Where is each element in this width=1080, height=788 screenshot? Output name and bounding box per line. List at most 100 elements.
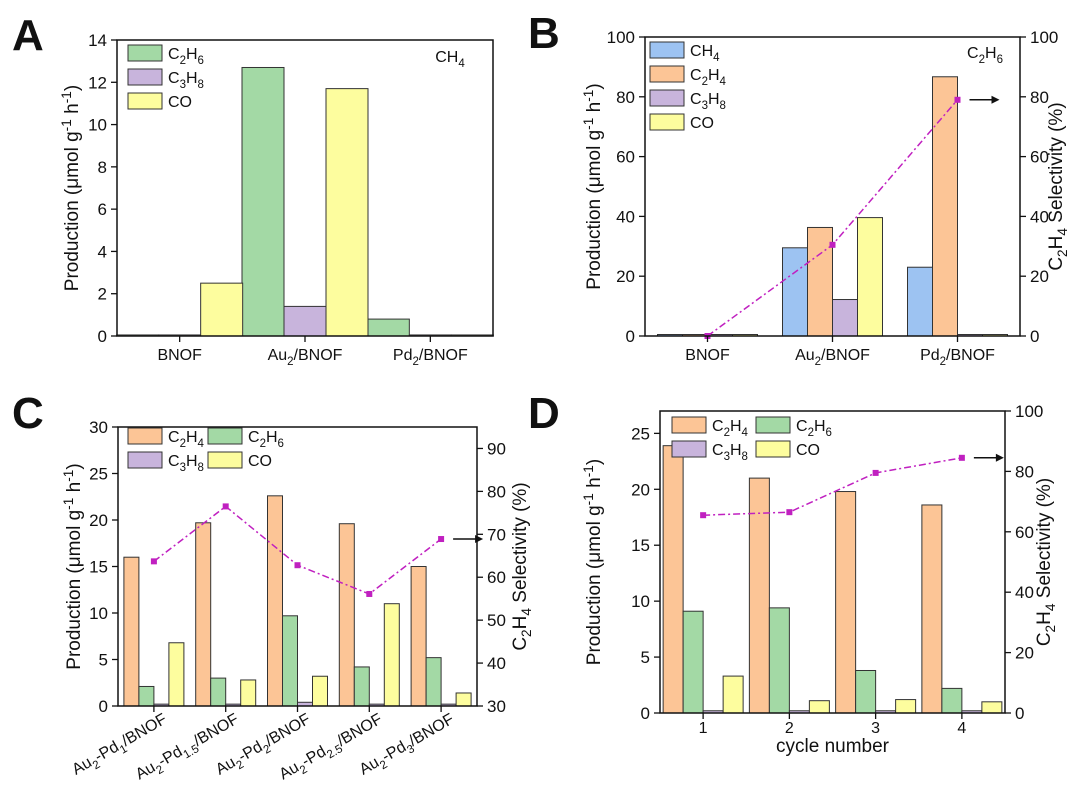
y2-tick-label: 0 bbox=[1030, 327, 1039, 346]
y-tick-label: 100 bbox=[607, 28, 635, 47]
bar-c2h4-0 bbox=[123, 556, 140, 707]
y-tick-label: 60 bbox=[616, 148, 635, 167]
x-category-label: Au2/BNOF bbox=[795, 347, 870, 368]
bar-c2h4-2 bbox=[267, 495, 283, 707]
y-tick-label: 0 bbox=[641, 704, 650, 723]
panel-a: A 0 2 4 6 8 10 12 14 Production (μmol g-1 h-1) BNO… bbox=[12, 11, 494, 368]
legend-label: C3H8​ bbox=[712, 442, 748, 463]
y-axis-title: Production (μmol g-1 h-1) bbox=[59, 85, 83, 291]
x-category-label: BNOF bbox=[157, 347, 202, 364]
y-tick-label: 25 bbox=[631, 424, 650, 443]
y-tick-label: 0 bbox=[626, 327, 635, 346]
panel-letter: A bbox=[12, 11, 44, 60]
y-tick-label: 20 bbox=[89, 511, 108, 530]
legend-label: CO bbox=[690, 115, 714, 132]
y2-tick-label: 80 bbox=[1015, 462, 1034, 481]
bar-co-1 bbox=[808, 700, 830, 714]
bar-co-1 bbox=[240, 679, 257, 707]
y-tick-label: 20 bbox=[631, 480, 650, 499]
bar-c2h6-1 bbox=[768, 607, 790, 714]
bar-c2h4-3 bbox=[338, 523, 355, 707]
legend-swatch-c2h6 bbox=[127, 44, 163, 62]
panel-letter: D bbox=[528, 389, 560, 438]
x-axis-title: cycle number bbox=[776, 736, 890, 757]
y-tick-label: 10 bbox=[631, 592, 650, 611]
y2-tick-label: 40 bbox=[487, 654, 506, 673]
x-category-label: 4 bbox=[957, 720, 966, 737]
y2-tick-label: 70 bbox=[487, 525, 506, 544]
y-tick-label: 0 bbox=[98, 327, 107, 346]
bar-co-4 bbox=[455, 692, 472, 707]
legend-swatch-c3h8 bbox=[127, 68, 163, 86]
x-category-label: 2 bbox=[785, 720, 794, 737]
y-tick-label: 4 bbox=[98, 242, 107, 261]
legend-label: C2H4​ bbox=[690, 67, 727, 88]
legend-swatch-c2h4 bbox=[671, 416, 707, 434]
y2-tick-label: 30 bbox=[487, 697, 506, 716]
y-tick-label: 10 bbox=[88, 116, 107, 135]
legend-label: C2H6​ bbox=[796, 418, 832, 439]
bar-c2h6-3 bbox=[941, 687, 963, 714]
bar-c2h4-2 bbox=[835, 491, 857, 714]
legend-label: C3H8​ bbox=[168, 453, 204, 474]
selectivity-point-1 bbox=[786, 509, 793, 516]
bar-c3h8-1 bbox=[283, 305, 327, 337]
legend-swatch-c3h8 bbox=[127, 451, 163, 469]
y-tick-label: 15 bbox=[631, 536, 650, 555]
bar-co-0 bbox=[168, 642, 185, 707]
panel-c: C 30 40 50 60 70 80 90 C2H4 Selectivity (%) 0 5 10 1… bbox=[12, 389, 534, 783]
bar-c2h6-4 bbox=[425, 657, 442, 707]
y-tick-label: 5 bbox=[641, 648, 650, 667]
bar-c2h6-3 bbox=[353, 666, 370, 707]
legend-label: C3H8​ bbox=[690, 91, 726, 112]
y2-tick-label: 50 bbox=[487, 611, 506, 630]
y2-tick-label: 60 bbox=[1030, 148, 1049, 167]
legend-label: CO bbox=[248, 453, 272, 470]
y2-tick-label: 80 bbox=[1030, 88, 1049, 107]
legend-swatch-c2h4 bbox=[649, 65, 685, 83]
y2-axis-title: C2H4 Selectivity (%) bbox=[510, 482, 534, 650]
bar-c2h4-2 bbox=[932, 76, 958, 337]
axis-arrow-head bbox=[995, 453, 1004, 462]
y2-axis-title: C2H4 Selectivity (%) bbox=[1034, 478, 1058, 646]
y2-tick-label: 100 bbox=[1015, 402, 1043, 421]
x-category-label: Au2/BNOF bbox=[268, 347, 343, 368]
selectivity-point-0 bbox=[150, 558, 157, 565]
y2-tick-label: 20 bbox=[1030, 267, 1049, 286]
panel-b: B 0 20 40 60 80 100 C2H4 Selectivity (%) 0 20 40 60… bbox=[528, 9, 1070, 368]
y-tick-label: 12 bbox=[88, 73, 107, 92]
legend-swatch-c2h6 bbox=[755, 416, 791, 434]
y-tick-label: 14 bbox=[88, 31, 107, 50]
bar-c2h4-1 bbox=[807, 226, 833, 337]
selectivity-point-2 bbox=[294, 562, 301, 569]
axis-arrow-head bbox=[991, 95, 1000, 104]
legend-swatch-c3h8 bbox=[671, 440, 707, 458]
x-category-label: Pd2/BNOF bbox=[393, 347, 468, 368]
panel-letter: B bbox=[528, 9, 560, 58]
legend-swatch-co bbox=[207, 451, 243, 469]
legend-swatch-c3h8 bbox=[649, 89, 685, 107]
selectivity-point-0 bbox=[700, 512, 707, 519]
bar-c2h6-0 bbox=[138, 685, 155, 707]
y-tick-label: 5 bbox=[99, 651, 108, 670]
bar-c2h6-2 bbox=[855, 669, 877, 714]
x-category-label: 3 bbox=[871, 720, 880, 737]
bar-c2h6-1 bbox=[241, 66, 285, 337]
bar-ch4-2 bbox=[907, 266, 933, 337]
bar-c2h6-0 bbox=[682, 610, 704, 714]
bar-co-2 bbox=[895, 699, 917, 714]
y-tick-label: 20 bbox=[616, 267, 635, 286]
y-tick-label: 10 bbox=[89, 604, 108, 623]
y-tick-label: 80 bbox=[616, 88, 635, 107]
bar-co-3 bbox=[383, 603, 400, 707]
y2-tick-label: 80 bbox=[487, 482, 506, 501]
y2-axis-title: C2H4 Selectivity (%) bbox=[1046, 102, 1070, 270]
selectivity-point-4 bbox=[438, 536, 445, 543]
x-category-label: Pd2/BNOF bbox=[920, 347, 995, 368]
y-tick-label: 25 bbox=[89, 465, 108, 484]
y2-tick-label: 90 bbox=[487, 439, 506, 458]
bar-c2h6-2 bbox=[366, 318, 410, 337]
y2-tick-label: 60 bbox=[1015, 523, 1034, 542]
selectivity-point-1 bbox=[222, 503, 229, 510]
y2-tick-label: 20 bbox=[1015, 644, 1034, 663]
